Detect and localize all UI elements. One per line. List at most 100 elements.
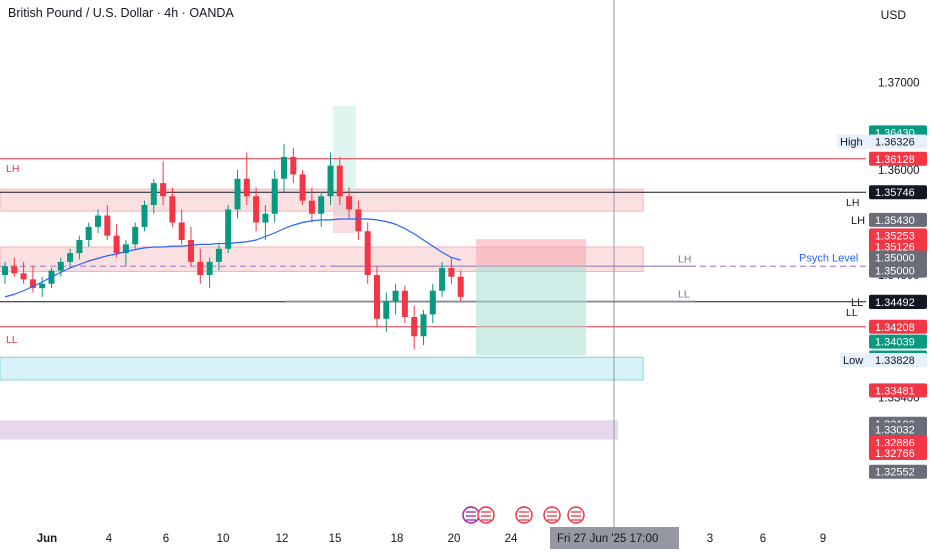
price-label-bg-15 xyxy=(869,383,927,398)
candle-body xyxy=(374,275,380,319)
price-label-bg-11 xyxy=(869,319,927,334)
candle-body xyxy=(104,215,111,236)
level-label-3: LL xyxy=(6,334,18,346)
candle-body xyxy=(122,244,129,254)
candle-body xyxy=(308,200,315,214)
candle-body xyxy=(188,240,194,262)
candle-body xyxy=(318,196,325,214)
candle-body xyxy=(11,266,18,274)
x-tick-label: 9 xyxy=(820,533,826,545)
x-tick-label: 6 xyxy=(760,533,766,545)
x-tick-label: 6 xyxy=(163,533,169,545)
psych-level-label: Psych Level xyxy=(799,252,858,264)
gray-level-label-1: LL xyxy=(678,288,690,300)
us-flag-event-icon xyxy=(515,506,533,524)
price-label-bg-7 xyxy=(869,250,927,265)
x-tick-label: 20 xyxy=(448,533,461,545)
candle-body xyxy=(327,165,334,197)
price-label-bg-20 xyxy=(869,464,927,479)
zone-purple-3 xyxy=(0,420,618,440)
price-label-11: 1.34208 xyxy=(875,322,915,334)
price-label-8: 1.35000 xyxy=(875,266,915,278)
us-flag-event-icon xyxy=(567,506,585,524)
candle-body xyxy=(57,261,64,271)
price-label-14: 1.33828 xyxy=(875,355,915,367)
price-label-bg-5 xyxy=(869,228,927,243)
candle-body xyxy=(271,178,278,214)
candle-body xyxy=(169,196,176,223)
price-label-bg-6 xyxy=(869,239,927,254)
candle-body xyxy=(206,261,213,275)
price-label-bg-4 xyxy=(869,212,927,227)
price-tag-10: LL xyxy=(851,297,863,309)
candle-body xyxy=(420,314,427,337)
price-label-4: 1.35430 xyxy=(875,215,915,227)
candle-body xyxy=(234,178,241,210)
candle-body xyxy=(67,253,74,262)
candle-body xyxy=(225,209,232,249)
candle-body xyxy=(290,156,297,175)
price-label-6: 1.35126 xyxy=(875,241,915,253)
candle-body xyxy=(392,290,399,302)
x-tick-label: 24 xyxy=(505,533,518,545)
price-label-3: 1.35746 xyxy=(875,187,915,199)
price-label-bg-12 xyxy=(869,334,927,349)
candle-body xyxy=(95,215,101,227)
us-flag-event-icon xyxy=(543,506,561,524)
price-label-10: 1.34492 xyxy=(875,297,915,309)
price-tag-4: LH xyxy=(851,215,865,227)
price-label-bg-3 xyxy=(869,185,927,200)
candle-body xyxy=(132,226,139,245)
x-tick-label: 12 xyxy=(276,533,289,545)
price-label-1: 1.36326 xyxy=(875,136,915,148)
candle-body xyxy=(355,209,362,232)
highlight-column-red xyxy=(333,193,356,233)
candle-body xyxy=(262,213,269,223)
candle-body xyxy=(113,235,120,254)
candle-body xyxy=(2,266,8,275)
price-label-20: 1.32552 xyxy=(875,467,915,479)
candle-body xyxy=(439,268,446,291)
level-label-0: LH xyxy=(6,163,19,175)
moving-average-line xyxy=(4,218,461,298)
price-label-7: 1.35000 xyxy=(875,253,915,265)
level-label-2: LL xyxy=(846,307,858,319)
y-tick-label: 1.37000 xyxy=(878,78,920,90)
candle-body xyxy=(429,290,436,315)
candle-body xyxy=(336,165,343,197)
crosshair-time-bg xyxy=(550,527,679,549)
y-tick-label: 1.36000 xyxy=(878,165,920,177)
candle-body xyxy=(243,178,250,197)
gray-level-label-0: LH xyxy=(678,253,691,265)
price-label-bg-8 xyxy=(869,263,927,278)
candle-body xyxy=(20,273,27,280)
x-tick-label: 10 xyxy=(217,533,230,545)
price-label-17: 1.33032 xyxy=(875,425,915,437)
candle-body xyxy=(411,317,418,337)
candle-body xyxy=(141,205,148,227)
level-label-1: LH xyxy=(846,197,859,209)
position-stop-zone xyxy=(476,239,586,267)
candle-body xyxy=(364,231,371,275)
candle-body xyxy=(401,290,408,317)
candle-body xyxy=(160,183,167,197)
price-label-2: 1.36128 xyxy=(875,154,915,166)
price-label-bg-17 xyxy=(869,422,927,437)
price-label-19: 1.32766 xyxy=(875,448,915,460)
price-label-15: 1.33481 xyxy=(875,385,915,397)
candle-body xyxy=(215,248,222,262)
x-tick-label: 18 xyxy=(391,533,404,545)
price-label-bg-19 xyxy=(869,445,927,460)
zone-cyan-2 xyxy=(0,356,644,381)
price-tag-1: High xyxy=(840,136,863,148)
currency-label: USD xyxy=(880,8,906,22)
price-label-bg-2 xyxy=(869,151,927,166)
price-label-12: 1.34039 xyxy=(875,337,915,349)
candle-body xyxy=(346,196,353,210)
candle-body xyxy=(29,279,36,289)
price-tag-bg-1 xyxy=(837,134,869,149)
price-label-bg-14 xyxy=(869,353,927,368)
candle-body xyxy=(76,240,83,254)
